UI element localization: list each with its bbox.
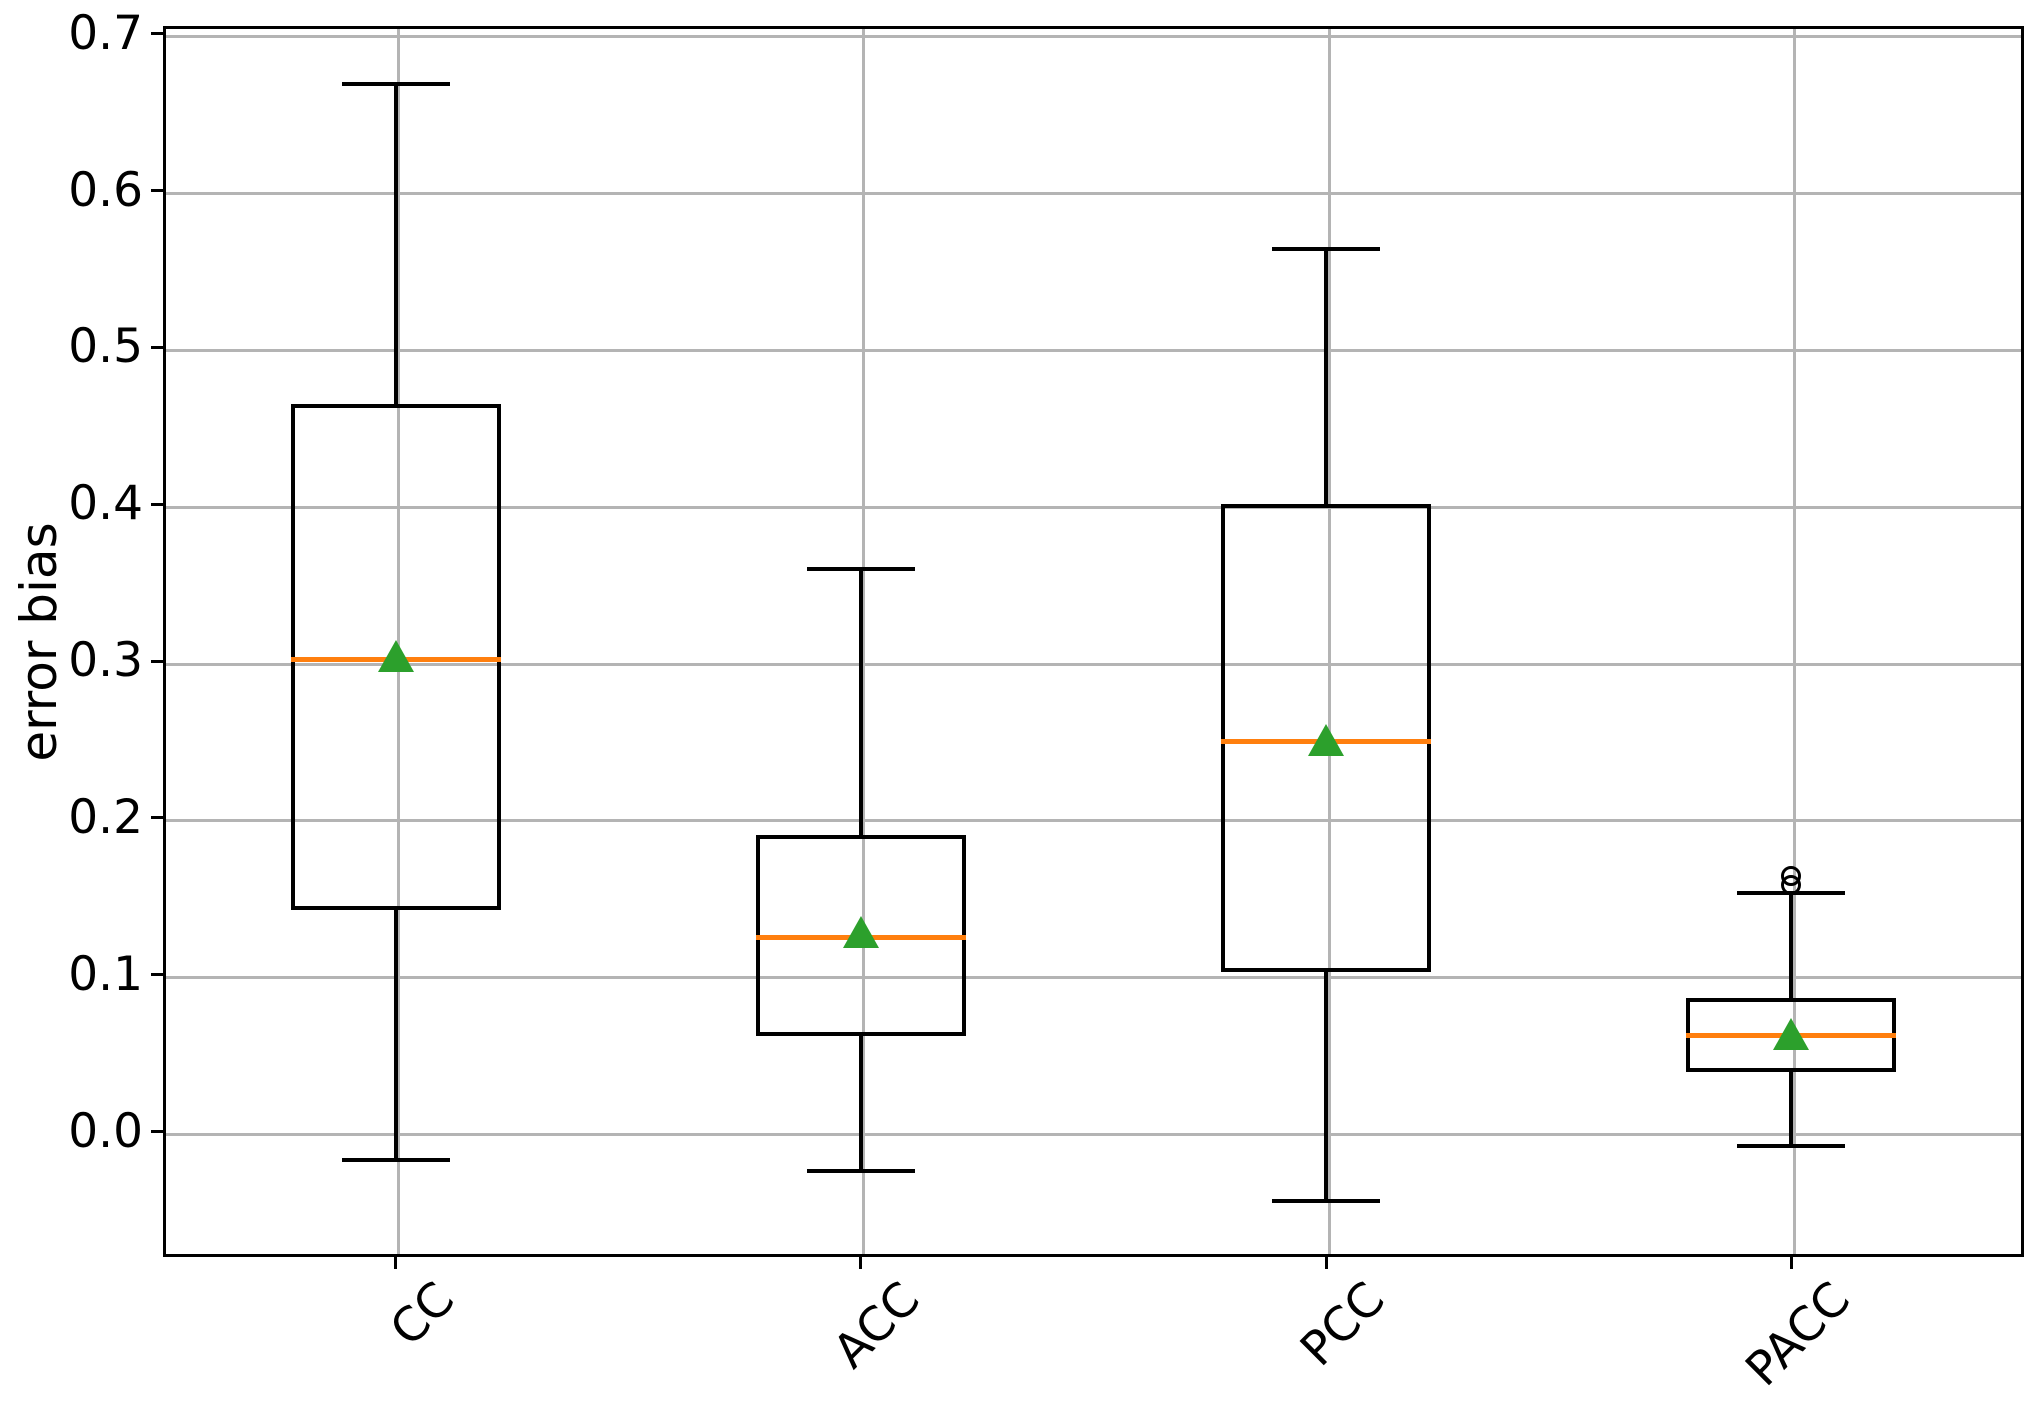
y-gridline-0.1 (166, 976, 2021, 980)
box-pcc (1221, 504, 1432, 972)
y-tick-label-0.7: 0.7 (68, 5, 143, 61)
y-tick-0.2 (151, 816, 163, 820)
outlier-pacc-1 (1781, 865, 1802, 886)
y-tick-label-0.2: 0.2 (68, 789, 143, 845)
upper-cap-cc (341, 82, 450, 87)
y-gridline-0.2 (166, 819, 2021, 823)
lower-whisker-pcc (1324, 971, 1329, 1201)
y-tick-label-0.6: 0.6 (68, 162, 143, 218)
upper-whisker-cc (393, 84, 398, 404)
y-tick-0.5 (151, 345, 163, 349)
lower-cap-pcc (1272, 1198, 1381, 1203)
mean-marker-pcc (1308, 723, 1345, 756)
y-gridline-0.6 (166, 192, 2021, 196)
plot-area (163, 26, 2024, 1257)
x-tick-acc (859, 1257, 863, 1269)
lower-cap-acc (806, 1168, 915, 1173)
lower-whisker-pacc (1789, 1071, 1794, 1146)
upper-cap-pcc (1272, 246, 1381, 251)
y-tick-label-0.0: 0.0 (68, 1103, 143, 1159)
y-tick-label-0.5: 0.5 (68, 319, 143, 375)
y-tick-label-0.3: 0.3 (68, 633, 143, 689)
y-tick-0.3 (151, 659, 163, 663)
y-gridline-0.5 (166, 348, 2021, 352)
y-tick-0.0 (151, 1130, 163, 1134)
y-tick-label-0.4: 0.4 (68, 476, 143, 532)
x-gridline-pcc (1327, 29, 1331, 1254)
upper-whisker-pacc (1789, 893, 1794, 999)
y-tick-0.7 (151, 32, 163, 36)
mean-marker-pacc (1773, 1018, 1810, 1051)
x-tick-label-text-pcc: PCC (1290, 1271, 1396, 1377)
x-tick-label-text-cc: CC (379, 1271, 466, 1357)
x-tick-label-text-pacc: PACC (1735, 1271, 1861, 1397)
y-tick-0.4 (151, 502, 163, 506)
y-tick-0.6 (151, 189, 163, 193)
x-tick-pacc (1789, 1257, 1793, 1269)
lower-whisker-acc (858, 1035, 863, 1171)
lower-cap-pacc (1737, 1143, 1846, 1148)
x-tick-pcc (1324, 1257, 1328, 1269)
upper-cap-acc (806, 566, 915, 571)
y-tick-0.1 (151, 973, 163, 977)
mean-marker-cc (377, 640, 414, 673)
x-gridline-pacc (1792, 29, 1796, 1254)
x-tick-label-text-acc: ACC (822, 1271, 931, 1380)
y-gridline-0.0 (166, 1133, 2021, 1137)
upper-whisker-pcc (1324, 248, 1329, 505)
lower-whisker-cc (393, 910, 398, 1160)
mean-marker-acc (842, 916, 879, 949)
lower-cap-cc (341, 1157, 450, 1162)
y-gridline-0.3 (166, 662, 2021, 666)
y-gridline-0.4 (166, 505, 2021, 509)
x-gridline-acc (862, 29, 866, 1254)
upper-whisker-acc (858, 568, 863, 836)
y-tick-label-0.1: 0.1 (68, 946, 143, 1002)
x-tick-cc (394, 1257, 398, 1269)
y-gridline-0.7 (166, 35, 2021, 39)
